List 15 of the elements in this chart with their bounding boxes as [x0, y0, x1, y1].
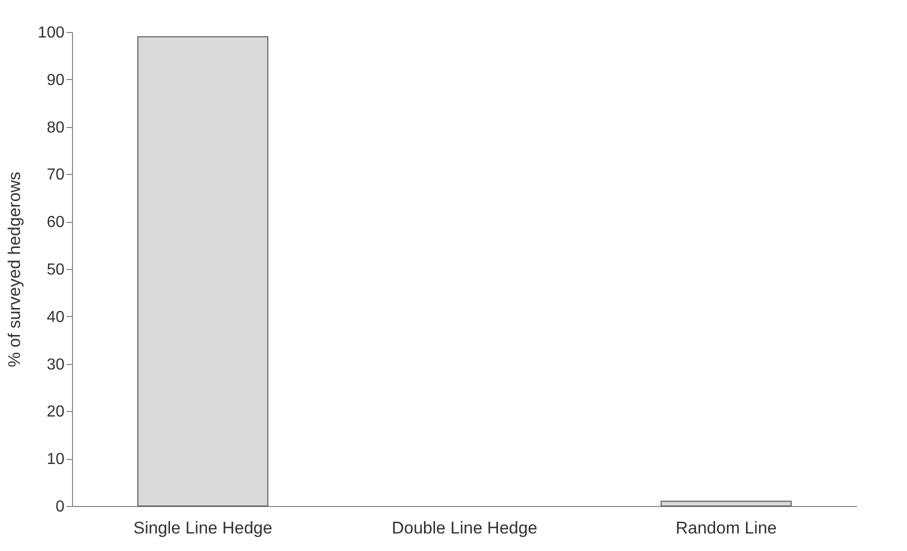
y-tick-label: 70 [46, 166, 65, 184]
y-tick-label: 100 [38, 24, 65, 42]
y-tick-label: 60 [46, 214, 65, 232]
y-tick-label: 40 [46, 308, 65, 326]
y-tick-label: 50 [46, 262, 65, 278]
y-tick-label: 0 [56, 498, 65, 516]
y-tick-label: 30 [46, 356, 65, 374]
y-tick-label: 20 [46, 404, 65, 421]
y-axis-title: % of surveyed hedgerows [4, 172, 24, 368]
y-tick-label: 10 [46, 451, 65, 468]
y-tick-label: 90 [46, 72, 65, 89]
x-tick-label: Double Line Hedge [392, 518, 538, 538]
x-tick-label: Random Line [676, 518, 777, 538]
x-tick-label: Single Line Hedge [133, 518, 272, 538]
y-tick-label: 80 [46, 119, 65, 136]
